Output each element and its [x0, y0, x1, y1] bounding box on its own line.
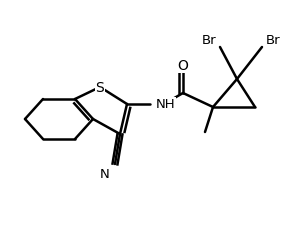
Text: O: O	[178, 59, 188, 73]
Text: Br: Br	[201, 33, 216, 46]
Text: NH: NH	[156, 98, 176, 111]
Text: Br: Br	[266, 33, 281, 46]
Text: N: N	[100, 168, 110, 181]
Text: S: S	[96, 81, 104, 95]
